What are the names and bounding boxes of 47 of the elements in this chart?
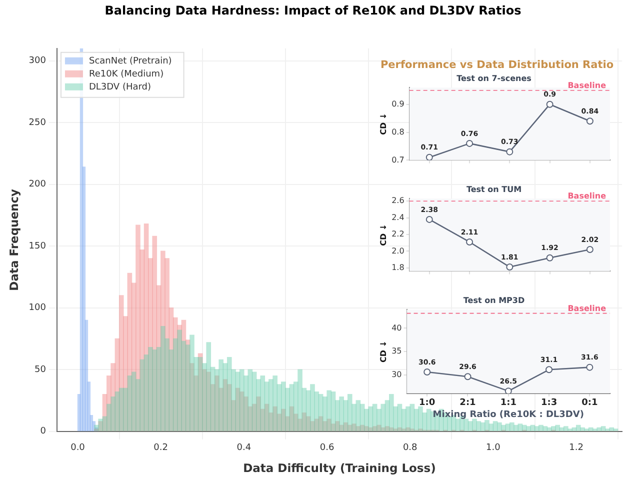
y-tick-label: 100 — [28, 303, 46, 314]
y-tick-label: 0 — [40, 426, 46, 437]
x-tick-label: 1:1 — [500, 398, 516, 408]
y-tick-label: 0.9 — [392, 99, 404, 108]
chart-title: Test on TUM — [466, 184, 522, 194]
y-tick-label: 40 — [392, 323, 402, 332]
x-tick-label: 0.8 — [402, 443, 418, 454]
x-tick-label: 0:1 — [582, 398, 598, 408]
ref-line-label: Baseline — [568, 80, 607, 90]
y-tick-label: 0.8 — [392, 127, 404, 136]
chart-title: Balancing Data Hardness: Impact of Re10K and DL3DV Ratios — [104, 3, 522, 18]
y-tick-label: 300 — [28, 56, 46, 66]
annotation: Performance vs Data Distribution Ratio — [379, 59, 615, 71]
y-tick-label: 2.4 — [392, 212, 404, 222]
x-tick-label: 1.0 — [486, 443, 501, 454]
legend-label: ScanNet (Pretrain) — [88, 56, 172, 67]
x-axis-title: Mixing Ratio (Re10K : DL3DV) — [432, 410, 584, 420]
y-tick-label: 150 — [28, 241, 46, 252]
y-tick-label: 50 — [34, 364, 46, 375]
x-tick-label: 0.4 — [236, 443, 252, 454]
x-tick-label: 1.2 — [569, 443, 584, 454]
ref-line-label: Baseline — [568, 192, 607, 201]
y-tick-label: 250 — [28, 118, 46, 128]
y-tick-label: 1.8 — [392, 262, 404, 272]
y-tick-label: 2.0 — [392, 246, 404, 256]
y-tick-label: 35 — [392, 346, 402, 356]
chart-title: Test on MP3D — [463, 296, 525, 305]
legend-label: DL3DV (Hard) — [88, 82, 152, 93]
x-tick-label: 2:1 — [460, 398, 476, 408]
x-tick-label: 0.2 — [154, 443, 168, 454]
y-tick-label: 200 — [28, 180, 46, 190]
legend-label: Re10K (Medium) — [88, 70, 164, 80]
y-axis-title: Data Frequency — [6, 188, 21, 291]
x-tick-label: 1:3 — [540, 398, 558, 408]
x-axis-title: Data Difficulty (Training Loss) — [243, 461, 436, 476]
y-axis-title: CD ↓ — [378, 224, 388, 246]
y-tick-label: 0.7 — [392, 155, 404, 164]
y-axis-title: CD ↓ — [378, 340, 388, 362]
y-tick-label: 2.6 — [392, 196, 404, 206]
x-tick-label: 0.0 — [70, 443, 86, 454]
y-axis-title: CD ↓ — [378, 112, 388, 135]
chart-title: Test on 7-scenes — [456, 74, 532, 83]
y-tick-label: 2.2 — [392, 230, 404, 239]
y-tick-label: 30 — [392, 370, 402, 379]
ref-line-label: Baseline — [568, 304, 607, 313]
x-tick-label: 0.6 — [320, 443, 334, 454]
x-tick-label: 1:0 — [419, 398, 436, 408]
